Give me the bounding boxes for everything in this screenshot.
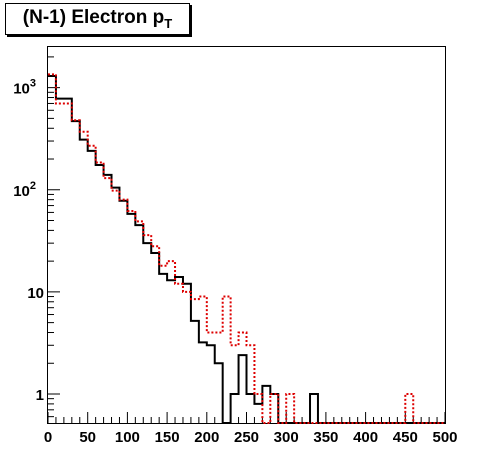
x-tick-label: 100 [115,429,140,446]
chart-title-box: (N-1) Electron pT [5,3,190,35]
chart-title: (N-1) Electron pT [23,7,172,31]
y-axis-ticks [48,56,60,418]
y-tick-label: 10 [27,285,44,302]
y-tick-label: 1 [36,387,44,404]
y-tick-label: 102 [13,180,36,200]
series-layer [48,73,445,424]
x-tick-label: 200 [194,429,219,446]
series-line-1 [48,75,445,424]
x-tick-label: 250 [234,429,259,446]
chart-title-main: (N-1) Electron p [22,7,165,28]
x-tick-label: 150 [155,429,180,446]
x-tick-label: 450 [393,429,418,446]
chart-title-subscript: T [164,16,173,31]
x-tick-label: 300 [274,429,299,446]
x-tick-label: 350 [313,429,338,446]
x-tick-label: 50 [79,429,96,446]
y-tick-label: 103 [13,78,36,98]
x-tick-label: 400 [353,429,378,446]
x-tick-label: 500 [432,429,457,446]
x-tick-label: 0 [44,429,52,446]
x-axis-tick-labels: 0 50 100 150 200 250 300 350 400 450 500 [44,429,458,446]
y-axis-tick-labels: 1 10 102 103 [13,78,44,404]
